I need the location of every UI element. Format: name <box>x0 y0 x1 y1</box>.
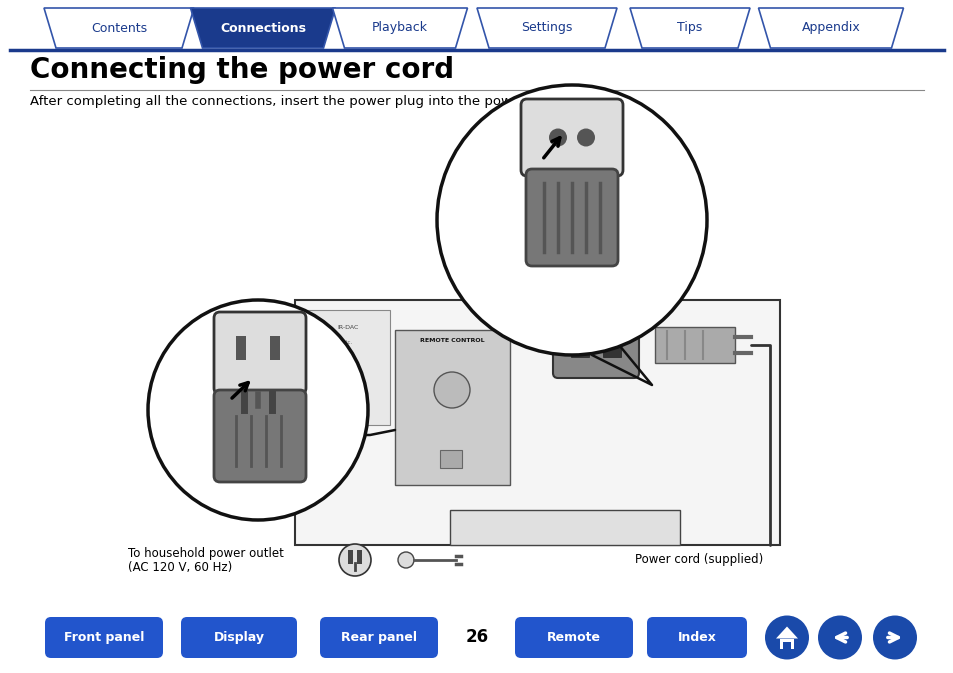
Text: Index: Index <box>677 631 716 644</box>
Text: Appendix: Appendix <box>801 22 860 34</box>
Text: REMOTE CONTROL: REMOTE CONTROL <box>419 338 484 343</box>
Bar <box>305 310 390 425</box>
Bar <box>270 336 280 360</box>
Text: Settings: Settings <box>520 22 572 34</box>
Text: AC IN: AC IN <box>585 299 606 308</box>
Text: Power cord (supplied): Power cord (supplied) <box>635 553 762 567</box>
Text: Contents: Contents <box>91 22 147 34</box>
Text: IR-DAC: IR-DAC <box>337 325 358 330</box>
Circle shape <box>338 544 371 576</box>
FancyBboxPatch shape <box>45 617 163 658</box>
Polygon shape <box>775 627 797 639</box>
Polygon shape <box>44 8 193 48</box>
FancyBboxPatch shape <box>553 312 639 378</box>
Circle shape <box>764 616 808 660</box>
Bar <box>782 641 790 649</box>
FancyBboxPatch shape <box>319 617 437 658</box>
FancyBboxPatch shape <box>294 300 780 545</box>
Polygon shape <box>629 8 749 48</box>
FancyBboxPatch shape <box>181 617 296 658</box>
Bar <box>602 331 620 357</box>
Text: 26: 26 <box>465 629 488 647</box>
Text: Playback: Playback <box>372 22 428 34</box>
Text: To household power outlet: To household power outlet <box>128 548 284 561</box>
FancyBboxPatch shape <box>520 99 622 176</box>
Bar <box>439 450 461 468</box>
Circle shape <box>548 129 566 147</box>
Bar <box>348 550 353 564</box>
Text: Front panel: Front panel <box>64 631 144 644</box>
Bar <box>395 330 510 485</box>
Bar <box>655 327 734 363</box>
Text: etc.: etc. <box>342 340 353 345</box>
Text: After completing all the connections, insert the power plug into the power outle: After completing all the connections, in… <box>30 96 573 108</box>
Bar <box>780 639 793 649</box>
Polygon shape <box>476 8 617 48</box>
Circle shape <box>872 616 916 660</box>
FancyBboxPatch shape <box>525 169 618 266</box>
Circle shape <box>577 129 595 147</box>
Text: Connections: Connections <box>220 22 306 34</box>
Text: Remote: Remote <box>546 631 600 644</box>
Text: Connecting the power cord: Connecting the power cord <box>30 56 454 84</box>
FancyBboxPatch shape <box>213 312 306 394</box>
Circle shape <box>397 552 414 568</box>
Text: Tips: Tips <box>677 22 702 34</box>
Text: Rear panel: Rear panel <box>340 631 416 644</box>
Polygon shape <box>191 8 335 48</box>
FancyBboxPatch shape <box>213 390 306 482</box>
Text: (AC 120 V, 60 Hz): (AC 120 V, 60 Hz) <box>128 561 232 573</box>
Polygon shape <box>758 8 902 48</box>
Bar <box>450 510 679 545</box>
Polygon shape <box>333 8 467 48</box>
Text: Display: Display <box>213 631 264 644</box>
Bar <box>235 336 246 360</box>
Circle shape <box>434 372 470 408</box>
Bar <box>571 331 588 357</box>
Circle shape <box>436 85 706 355</box>
FancyBboxPatch shape <box>515 617 633 658</box>
Circle shape <box>817 616 862 660</box>
FancyBboxPatch shape <box>646 617 746 658</box>
Bar <box>356 550 361 564</box>
Circle shape <box>148 300 368 520</box>
